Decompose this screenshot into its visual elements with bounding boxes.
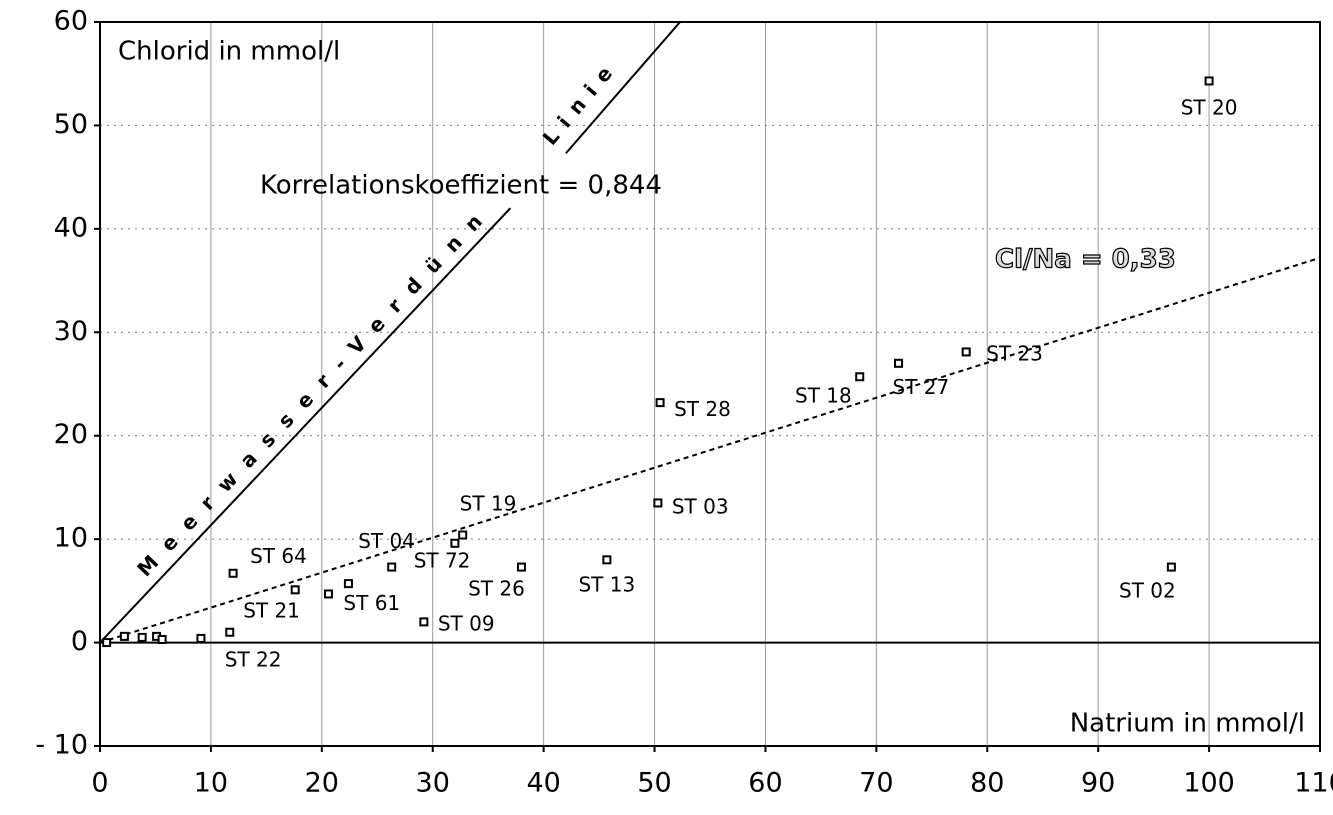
point (458, 530, 468, 540)
annotation: Korrelationskoeffizient = 0,844 (260, 171, 662, 201)
point-label: ST 22 (225, 648, 282, 672)
point-label: ST 23 (986, 341, 1043, 365)
point (1204, 76, 1214, 86)
x-tick-label: 10 (194, 768, 228, 799)
y-tick-label: 50 (54, 109, 88, 140)
point (855, 372, 865, 382)
x-tick-label: 40 (526, 768, 560, 799)
line-label: Meerwasser-Verdünn (132, 209, 487, 581)
x-tick-label: 80 (970, 768, 1004, 799)
x-tick-label: 110 (1294, 768, 1333, 799)
point (419, 617, 429, 627)
point (228, 568, 238, 578)
x-tick-label: 20 (305, 768, 339, 799)
point-label: ST 21 (243, 598, 300, 622)
point-label: ST 61 (343, 591, 400, 615)
x-tick-label: 90 (1081, 768, 1115, 799)
point (516, 562, 526, 572)
point (655, 398, 665, 408)
y-tick-label: - 10 (35, 730, 88, 761)
point-label: ST 13 (578, 572, 635, 596)
plot-border (99, 21, 1321, 747)
y-tick-label: 40 (54, 212, 88, 243)
point-label: ST 26 (468, 577, 525, 601)
reference-line (565, 21, 681, 155)
y-tick-label: 20 (54, 419, 88, 450)
x-tick-label: 50 (637, 768, 671, 799)
point (290, 585, 300, 595)
x-tick-label: 60 (748, 768, 782, 799)
point (961, 347, 971, 357)
point-label: ST 28 (674, 397, 731, 421)
x-tick-label: 30 (416, 768, 450, 799)
point-label: ST 20 (1181, 95, 1238, 119)
point (196, 633, 206, 643)
point-label: ST 04 (358, 529, 415, 553)
point-label: ST 27 (893, 375, 950, 399)
point (387, 562, 397, 572)
point-label: ST 72 (414, 549, 471, 573)
reference-line (99, 207, 512, 644)
point (157, 634, 167, 644)
x-tick-label: 100 (1183, 768, 1235, 799)
y-tick-label: 0 (71, 626, 88, 657)
annotation: Cl/Na = 0,33 (995, 245, 1176, 275)
point (653, 498, 663, 508)
point-label: ST 03 (672, 494, 729, 518)
point (343, 579, 353, 589)
point-label: ST 02 (1119, 579, 1176, 603)
line-label: Linie (538, 62, 617, 150)
point (450, 538, 460, 548)
x-tick-label: 0 (91, 768, 108, 799)
axis-label: Chlorid in mmol/l (118, 37, 340, 67)
point (137, 632, 147, 642)
point-label: ST 19 (460, 492, 517, 516)
point (1166, 562, 1176, 572)
point-label: ST 09 (438, 611, 495, 635)
axis-label: Natrium in mmol/l (1070, 709, 1305, 739)
y-tick-label: 60 (54, 6, 88, 37)
reference-line (99, 256, 1321, 644)
point-label: ST 18 (795, 383, 852, 407)
point-label: ST 64 (250, 544, 307, 568)
point (602, 555, 612, 565)
point (323, 589, 333, 599)
x-tick-label: 70 (859, 768, 893, 799)
point (119, 631, 129, 641)
point (225, 627, 235, 637)
y-tick-label: 10 (54, 523, 88, 554)
point (894, 358, 904, 368)
point (102, 638, 112, 648)
y-tick-label: 30 (54, 316, 88, 347)
